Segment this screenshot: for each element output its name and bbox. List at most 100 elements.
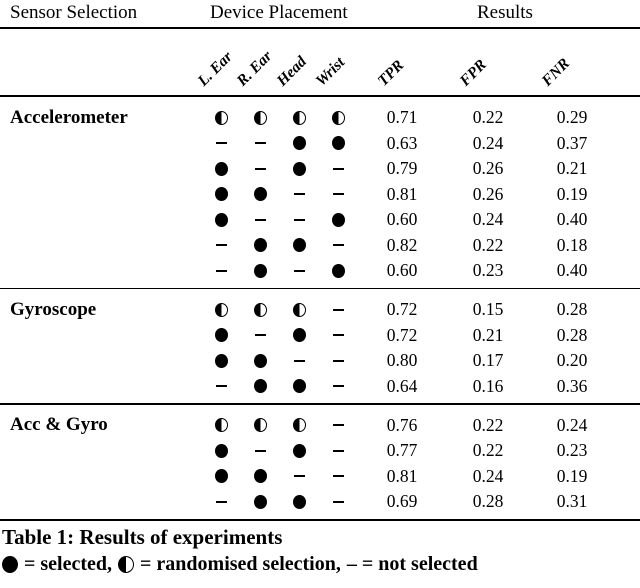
tpr-value: 0.81 [386, 183, 418, 204]
placement-cell [280, 328, 319, 343]
tpr-value: 0.64 [386, 375, 418, 396]
table-body: Accelerometer 0.71 0.22 0.29 0.63 0.24 0.37 0.7… [0, 97, 640, 519]
dash-icon [216, 269, 227, 272]
table-row: Accelerometer 0.71 0.22 0.29 [0, 105, 640, 131]
fpr-value: 0.26 [472, 158, 504, 179]
placement-cell [319, 308, 358, 311]
column-header-r-ear: R. Ear [233, 47, 276, 90]
dash-icon [255, 218, 266, 221]
filled-circle-icon [254, 379, 267, 394]
filled-circle-icon [215, 353, 228, 368]
placement-cell [241, 302, 280, 317]
dash-icon [294, 218, 305, 221]
placement-cell [241, 353, 280, 368]
placement-cell [202, 328, 241, 343]
half-circle-icon [118, 556, 135, 573]
fnr-value: 0.31 [556, 491, 588, 512]
table-row: 0.81 0.24 0.19 [0, 464, 640, 490]
fnr-value: 0.40 [556, 260, 588, 281]
table-row: 0.81 0.26 0.19 [0, 182, 640, 208]
fnr-value: 0.40 [556, 209, 588, 230]
fnr-value: 0.24 [556, 414, 588, 435]
placement-cell [280, 443, 319, 458]
table-row: Acc & Gyro 0.76 0.22 0.24 [0, 413, 640, 439]
tpr-value: 0.60 [386, 209, 418, 230]
dash-icon [333, 475, 344, 478]
section-divider-rule [0, 403, 640, 405]
fnr-value: 0.37 [556, 132, 588, 153]
column-header-l-ear: L. Ear [194, 48, 236, 90]
placement-cell [241, 418, 280, 433]
placement-cell [241, 494, 280, 509]
fnr-value: 0.28 [556, 299, 588, 320]
dash-icon [333, 500, 344, 503]
placement-cell [202, 269, 241, 272]
fnr-value: 0.20 [556, 350, 588, 371]
half-circle-icon [215, 110, 228, 125]
placement-cell [280, 269, 319, 272]
filled-circle-icon [332, 212, 345, 227]
fpr-value: 0.22 [472, 440, 504, 461]
tpr-value: 0.77 [386, 440, 418, 461]
group-header-results: Results [477, 2, 533, 23]
legend: = selected, = randomised selection, – = … [0, 551, 640, 576]
placement-cell [241, 218, 280, 221]
placement-cell [280, 379, 319, 394]
half-circle-icon [215, 418, 228, 433]
tpr-value: 0.72 [386, 324, 418, 345]
placement-cell [280, 494, 319, 509]
placement-cell [319, 475, 358, 478]
tpr-value: 0.81 [386, 465, 418, 486]
tpr-value: 0.72 [386, 299, 418, 320]
dash-icon [294, 475, 305, 478]
placement-cell [202, 161, 241, 176]
placement-cell [202, 212, 241, 227]
fpr-value: 0.26 [472, 183, 504, 204]
tpr-value: 0.76 [386, 414, 418, 435]
filled-circle-icon [254, 494, 267, 509]
dash-icon [294, 359, 305, 362]
fpr-value: 0.23 [472, 260, 504, 281]
filled-circle-icon [254, 238, 267, 253]
fpr-value: 0.22 [472, 234, 504, 255]
placement-cell [241, 469, 280, 484]
fnr-value: 0.28 [556, 324, 588, 345]
dash-icon [294, 269, 305, 272]
filled-circle-icon [254, 469, 267, 484]
placement-cell [280, 218, 319, 221]
half-circle-icon [215, 302, 228, 317]
placement-cell [319, 385, 358, 388]
dash-icon [333, 193, 344, 196]
tpr-value: 0.69 [386, 491, 418, 512]
placement-cell [319, 110, 358, 125]
filled-circle-icon [293, 494, 306, 509]
sensor-label: Acc & Gyro [10, 414, 108, 436]
dash-icon [333, 359, 344, 362]
placement-cell [202, 142, 241, 145]
filled-circle-icon [293, 379, 306, 394]
table-section: Acc & Gyro 0.76 0.22 0.24 0.77 0.22 0.23 0.81 0.… [0, 405, 640, 519]
dash-icon [333, 449, 344, 452]
table-row: Gyroscope 0.72 0.15 0.28 [0, 297, 640, 323]
group-header-device-placement: Device Placement [210, 2, 348, 23]
column-header-head: Head [273, 53, 310, 90]
sensor-label: Gyroscope [10, 298, 97, 320]
tpr-value: 0.71 [386, 107, 418, 128]
placement-cell [280, 302, 319, 317]
column-header-wrist: Wrist [312, 54, 349, 90]
placement-cell [241, 142, 280, 145]
filled-circle-icon [254, 353, 267, 368]
legend-selected-text: = selected, [24, 553, 113, 575]
filled-circle-icon [332, 263, 345, 278]
tpr-value: 0.80 [386, 350, 418, 371]
filled-circle-icon [293, 328, 306, 343]
column-header-fnr: FNR [538, 55, 574, 90]
table-row: 0.60 0.23 0.40 [0, 258, 640, 284]
filled-circle-icon [215, 212, 228, 227]
table-row: 0.63 0.24 0.37 [0, 131, 640, 157]
placement-cell [319, 500, 358, 503]
filled-circle-icon [293, 161, 306, 176]
column-header-row: L. Ear R. Ear Head Wrist TPR FPR FNR [0, 29, 640, 95]
dash-icon [333, 424, 344, 427]
